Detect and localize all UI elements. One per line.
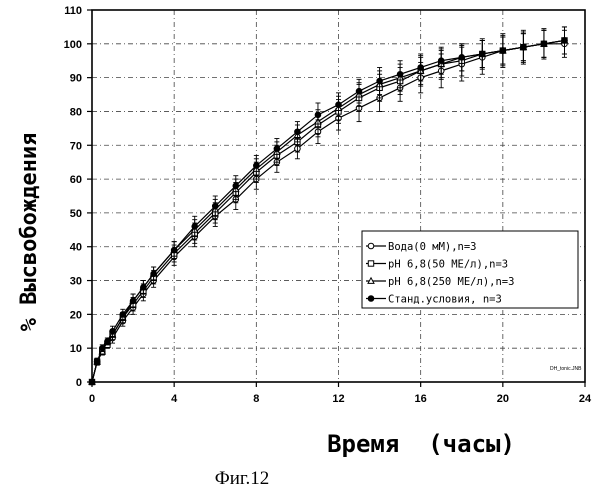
data-point bbox=[541, 41, 547, 47]
data-point bbox=[110, 328, 116, 334]
data-point bbox=[336, 102, 342, 108]
legend-marker bbox=[368, 243, 374, 249]
figure-caption: Фиг.12 bbox=[215, 468, 270, 489]
y-tick-label: 110 bbox=[64, 5, 82, 17]
y-tick-label: 40 bbox=[70, 242, 82, 254]
legend-item: pH 6,8(250 МЕ/л),n=3 bbox=[366, 276, 514, 288]
y-tick-label: 70 bbox=[70, 140, 82, 152]
y-tick-label: 30 bbox=[70, 276, 82, 288]
data-point bbox=[274, 146, 280, 152]
data-point bbox=[479, 51, 485, 57]
x-tick-label: 24 bbox=[579, 393, 592, 405]
data-point bbox=[120, 312, 126, 318]
legend-label: pH 6,8(50 МЕ/л),n=3 bbox=[388, 259, 508, 271]
legend-label: pH 6,8(250 МЕ/л),n=3 bbox=[388, 276, 514, 288]
data-point bbox=[254, 163, 260, 169]
data-point bbox=[500, 48, 506, 54]
data-point bbox=[295, 129, 301, 135]
y-tick-label: 60 bbox=[70, 174, 82, 186]
data-point bbox=[562, 38, 568, 44]
data-point bbox=[192, 224, 198, 230]
data-point bbox=[94, 359, 100, 365]
x-tick-label: 0 bbox=[89, 393, 95, 405]
y-tick-label: 100 bbox=[64, 39, 82, 51]
x-tick-label: 8 bbox=[253, 393, 259, 405]
data-point bbox=[438, 58, 444, 64]
x-tick-label: 4 bbox=[171, 393, 178, 405]
legend-marker bbox=[368, 296, 374, 302]
legend-label: Вода(0 мМ),n=3 bbox=[388, 241, 477, 253]
y-tick-label: 80 bbox=[70, 106, 82, 118]
x-tick-label: 12 bbox=[332, 393, 344, 405]
legend-label: Станд.условия, n=3 bbox=[388, 294, 502, 306]
data-point bbox=[99, 345, 105, 351]
y-tick-label: 90 bbox=[70, 73, 82, 85]
data-point bbox=[377, 78, 383, 84]
y-tick-label: 10 bbox=[70, 343, 82, 355]
x-tick-label: 20 bbox=[497, 393, 509, 405]
legend-marker bbox=[368, 261, 373, 266]
data-point bbox=[171, 247, 177, 253]
legend: Вода(0 мМ),n=3 pH 6,8(50 МЕ/л),n=3 pH 6,8(… bbox=[362, 231, 578, 308]
data-point bbox=[151, 271, 157, 277]
y-tick-label: 50 bbox=[70, 208, 82, 220]
y-tick-label: 0 bbox=[76, 377, 82, 389]
data-point bbox=[356, 88, 362, 94]
data-point bbox=[521, 44, 527, 50]
data-point bbox=[315, 112, 321, 118]
data-point bbox=[459, 55, 465, 61]
x-tick-label: 16 bbox=[415, 393, 427, 405]
data-point bbox=[141, 285, 147, 291]
plot-note: DH_tonic.JNB bbox=[550, 366, 582, 372]
data-point bbox=[233, 183, 239, 189]
data-point bbox=[397, 71, 403, 77]
x-axis-title: Время (часы) bbox=[327, 430, 515, 458]
data-point bbox=[105, 339, 111, 345]
y-axis-title: % Высвобождения bbox=[17, 133, 42, 332]
data-point bbox=[89, 379, 95, 385]
legend-item: pH 6,8(50 МЕ/л),n=3 bbox=[366, 259, 508, 271]
data-point bbox=[130, 298, 136, 304]
data-point bbox=[212, 203, 218, 209]
y-tick-label: 20 bbox=[70, 309, 82, 321]
data-point bbox=[418, 65, 424, 71]
